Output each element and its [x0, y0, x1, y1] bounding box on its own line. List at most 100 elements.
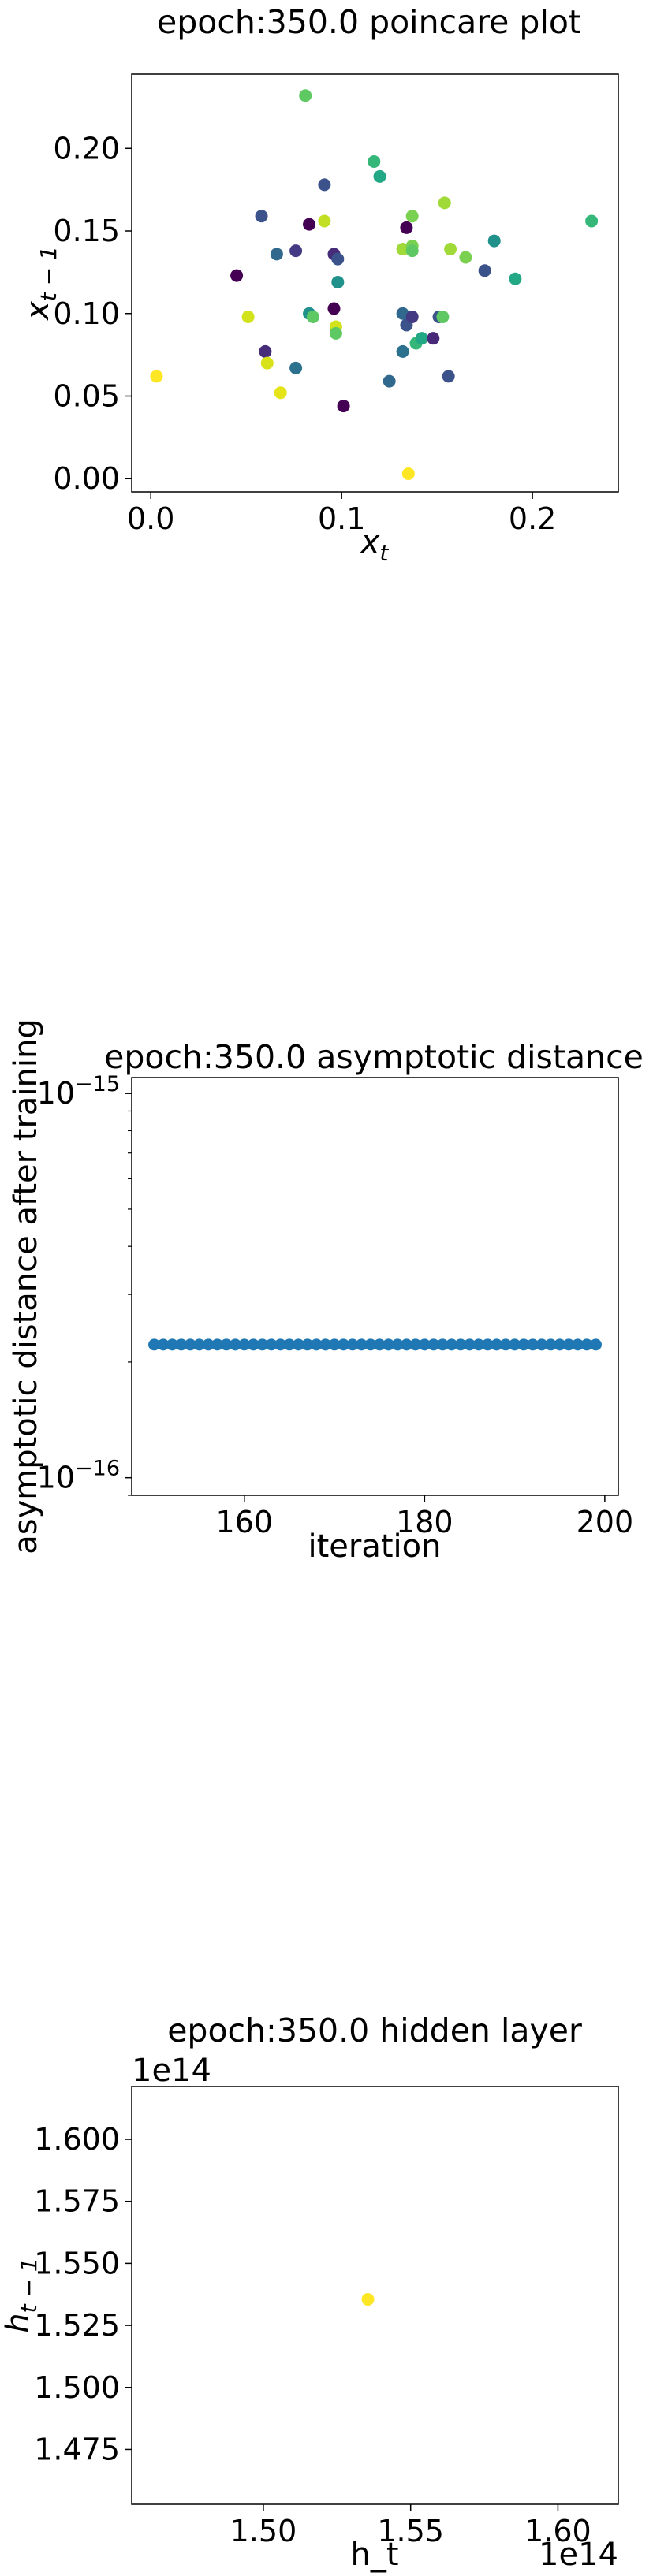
data-point — [405, 244, 419, 258]
hidden-layer-plot-area — [131, 2086, 619, 2505]
data-point — [391, 1338, 404, 1351]
x-tick-label: 200 — [577, 1505, 634, 1539]
y-tick-label: 1.500 — [34, 2370, 120, 2405]
data-point — [481, 1338, 494, 1351]
y-tick-label: 0.10 — [53, 296, 120, 331]
data-point — [331, 275, 345, 288]
data-point — [346, 1338, 359, 1351]
poincare-x-axis-label-sub: t — [379, 540, 389, 566]
y-tick-label: 10−15 — [37, 1072, 120, 1111]
data-point — [436, 310, 450, 323]
data-point — [427, 1338, 440, 1351]
hidden-layer-y-offset-label: 1e14 — [132, 2053, 211, 2089]
data-point — [589, 1338, 602, 1351]
data-point — [283, 1338, 296, 1351]
data-point — [241, 310, 255, 323]
x-tick-label: 1.55 — [377, 2514, 444, 2548]
data-point — [442, 370, 455, 383]
hidden-layer-x-offset-label: 1e14 — [539, 2537, 618, 2573]
data-point — [400, 221, 413, 234]
data-point — [166, 1338, 178, 1351]
hidden-layer-points — [361, 2293, 375, 2306]
data-point — [148, 1338, 161, 1351]
y-tick-label: 0.00 — [53, 461, 120, 496]
y-tick-exponent: −15 — [75, 1072, 120, 1096]
asymptotic-x-ticks: 160 180 200 — [216, 1495, 634, 1539]
hidden-layer-title: epoch:350.0 hidden layer — [167, 2012, 582, 2049]
y-tick-label: 10−16 — [37, 1457, 120, 1495]
data-point — [361, 2293, 375, 2306]
data-point — [572, 1338, 584, 1351]
data-point — [256, 1338, 269, 1351]
data-point — [383, 374, 396, 388]
data-point — [274, 1338, 287, 1351]
data-point — [364, 1338, 377, 1351]
data-point — [289, 244, 303, 258]
data-point — [355, 1338, 368, 1351]
data-point — [544, 1338, 557, 1351]
data-point — [211, 1338, 224, 1351]
data-point — [562, 1338, 575, 1351]
asymptotic-chart: epoch:350.0 asymptotic distance 160 180 20… — [8, 1018, 644, 1565]
data-point — [396, 344, 409, 358]
y-tick-label: 0.20 — [53, 131, 120, 166]
data-point — [193, 1338, 206, 1351]
data-point — [383, 1338, 395, 1351]
asymptotic-title: epoch:350.0 asymptotic distance — [104, 1038, 644, 1076]
hidden-layer-y-axis-label: ht − 1 — [0, 2258, 42, 2332]
poincare-plot-area — [131, 73, 619, 493]
poincare-x-ticks: 0.0 0.1 0.2 — [127, 492, 556, 536]
data-point — [444, 243, 457, 256]
y-tick-exponent: −16 — [75, 1457, 120, 1481]
x-tick-label: 1.50 — [230, 2514, 297, 2548]
data-point — [418, 1338, 431, 1351]
data-point — [318, 178, 331, 192]
asymptotic-plot-area — [131, 1077, 619, 1496]
hidden-layer-x-ticks: 1.50 1.55 1.60 — [230, 2504, 591, 2548]
data-point — [487, 234, 501, 248]
poincare-y-axis-label-sub: t − 1 — [35, 246, 62, 301]
data-point — [301, 1338, 314, 1351]
data-point — [157, 1338, 170, 1351]
data-point — [292, 1338, 304, 1351]
poincare-chart: epoch:350.0 poincare plot 0.0 0.1 0.2 0.00… — [20, 3, 619, 566]
data-point — [509, 1338, 521, 1351]
data-point — [337, 400, 350, 413]
y-tick-label: 0.05 — [53, 378, 120, 413]
data-point — [331, 252, 345, 266]
data-point — [327, 302, 341, 315]
data-point — [409, 1338, 422, 1351]
data-point — [270, 248, 283, 261]
data-point — [499, 1338, 512, 1351]
poincare-y-axis-label: xt − 1 — [20, 246, 62, 322]
data-point — [303, 218, 316, 231]
y-tick-label: 1.525 — [34, 2308, 120, 2343]
hidden-layer-x-axis-label: h_t — [350, 2537, 398, 2573]
data-point — [454, 1338, 467, 1351]
poincare-y-ticks: 0.00 0.05 0.10 0.15 0.20 — [53, 131, 132, 496]
x-tick-label: 0.1 — [318, 501, 365, 536]
data-point — [230, 269, 244, 282]
data-point — [517, 1338, 530, 1351]
hidden-layer-chart: epoch:350.0 hidden layer 1.50 1.55 1.60 1.… — [0, 2012, 619, 2573]
data-point — [260, 356, 274, 370]
x-tick-label: 180 — [396, 1505, 453, 1539]
x-tick-label: 160 — [216, 1505, 274, 1539]
y-tick-base: 10 — [37, 1461, 75, 1495]
asymptotic-x-axis-label: iteration — [308, 1528, 442, 1565]
data-point — [255, 210, 268, 223]
data-point — [338, 1338, 350, 1351]
data-point — [150, 370, 163, 383]
y-tick-label: 1.575 — [34, 2184, 120, 2219]
data-point — [299, 89, 312, 102]
data-point — [585, 214, 599, 228]
y-tick-label: 1.475 — [34, 2432, 120, 2466]
data-point — [265, 1338, 278, 1351]
data-point — [396, 243, 409, 256]
data-point — [289, 361, 303, 374]
data-point — [438, 196, 451, 210]
y-tick-label: 1.550 — [34, 2246, 120, 2280]
data-point — [274, 386, 287, 400]
